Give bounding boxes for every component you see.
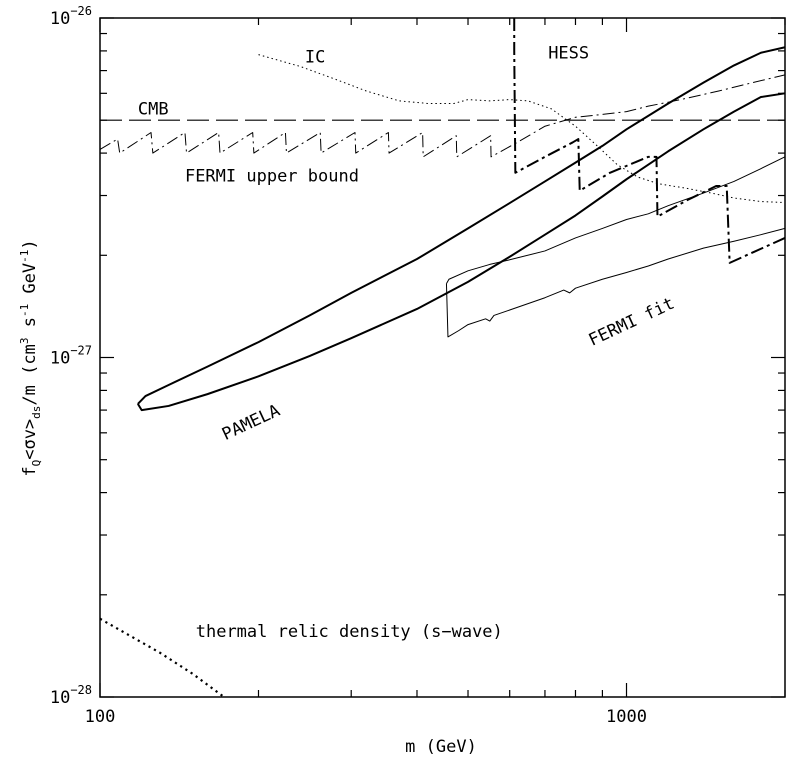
y-tick-label-base: 10: [50, 688, 70, 708]
label-cmb: CMB: [138, 99, 169, 119]
y-axis-label-exp-s: -1: [18, 304, 31, 317]
series-group: [99, 18, 786, 698]
series-line-dotted-bold: [99, 617, 225, 698]
y-axis-label-units: /m (cm: [20, 344, 40, 405]
series-line-solid: [137, 92, 786, 412]
label-thermal: thermal relic density (s−wave): [196, 622, 503, 642]
y-tick-label-exp: −27: [70, 344, 92, 358]
series-line-solid: [446, 156, 786, 284]
y-tick-label: 10−26: [50, 4, 92, 29]
x-tick-label: 1000: [606, 707, 647, 727]
label-ic: IC: [305, 47, 325, 67]
y-tick-label-base: 10: [50, 9, 70, 29]
y-tick-label-exp: −26: [70, 4, 92, 18]
y-tick-label-exp: −28: [70, 683, 92, 697]
y-axis-label-exp3: 3: [18, 338, 31, 345]
label-fermi-fit: FERMI fit: [586, 294, 678, 351]
series-line-solid: [137, 46, 786, 405]
y-axis-label-sub-q: Q: [30, 460, 43, 467]
y-tick-label-base: 10: [50, 349, 70, 369]
series-line-solid: [445, 227, 786, 338]
y-axis-label-sub-ds: ds: [30, 406, 43, 419]
y-axis-label-s: s: [20, 317, 40, 337]
y-tick-label: 10−28: [50, 683, 92, 708]
y-axis-label-gev: GeV: [20, 263, 40, 304]
x-axis-label: m (GeV): [405, 737, 477, 757]
series-line-dashdot: [99, 74, 786, 158]
y-axis-label: fQ<σv>ds/m (cm3 s-1 GeV-1): [18, 239, 43, 476]
y-axis-label-close: ): [20, 239, 40, 249]
label-fermi-upper: FERMI upper bound: [185, 166, 359, 186]
x-tick-label: 100: [85, 707, 116, 727]
y-axis-label-f: f: [20, 466, 40, 476]
y-axis-label-sigmav: <σv>: [20, 419, 40, 460]
annotations-group: IC HESS CMB FERMI upper bound FERMI fit PAMEL…: [138, 43, 678, 642]
y-axis-label-exp-gev: -1: [18, 250, 31, 263]
series-line-dashdot-bold: [513, 18, 786, 264]
label-hess: HESS: [548, 43, 589, 63]
y-tick-label: 10−27: [50, 344, 92, 369]
series-line-dotted-fine: [258, 54, 786, 204]
label-pamela: PAMELA: [219, 401, 283, 445]
